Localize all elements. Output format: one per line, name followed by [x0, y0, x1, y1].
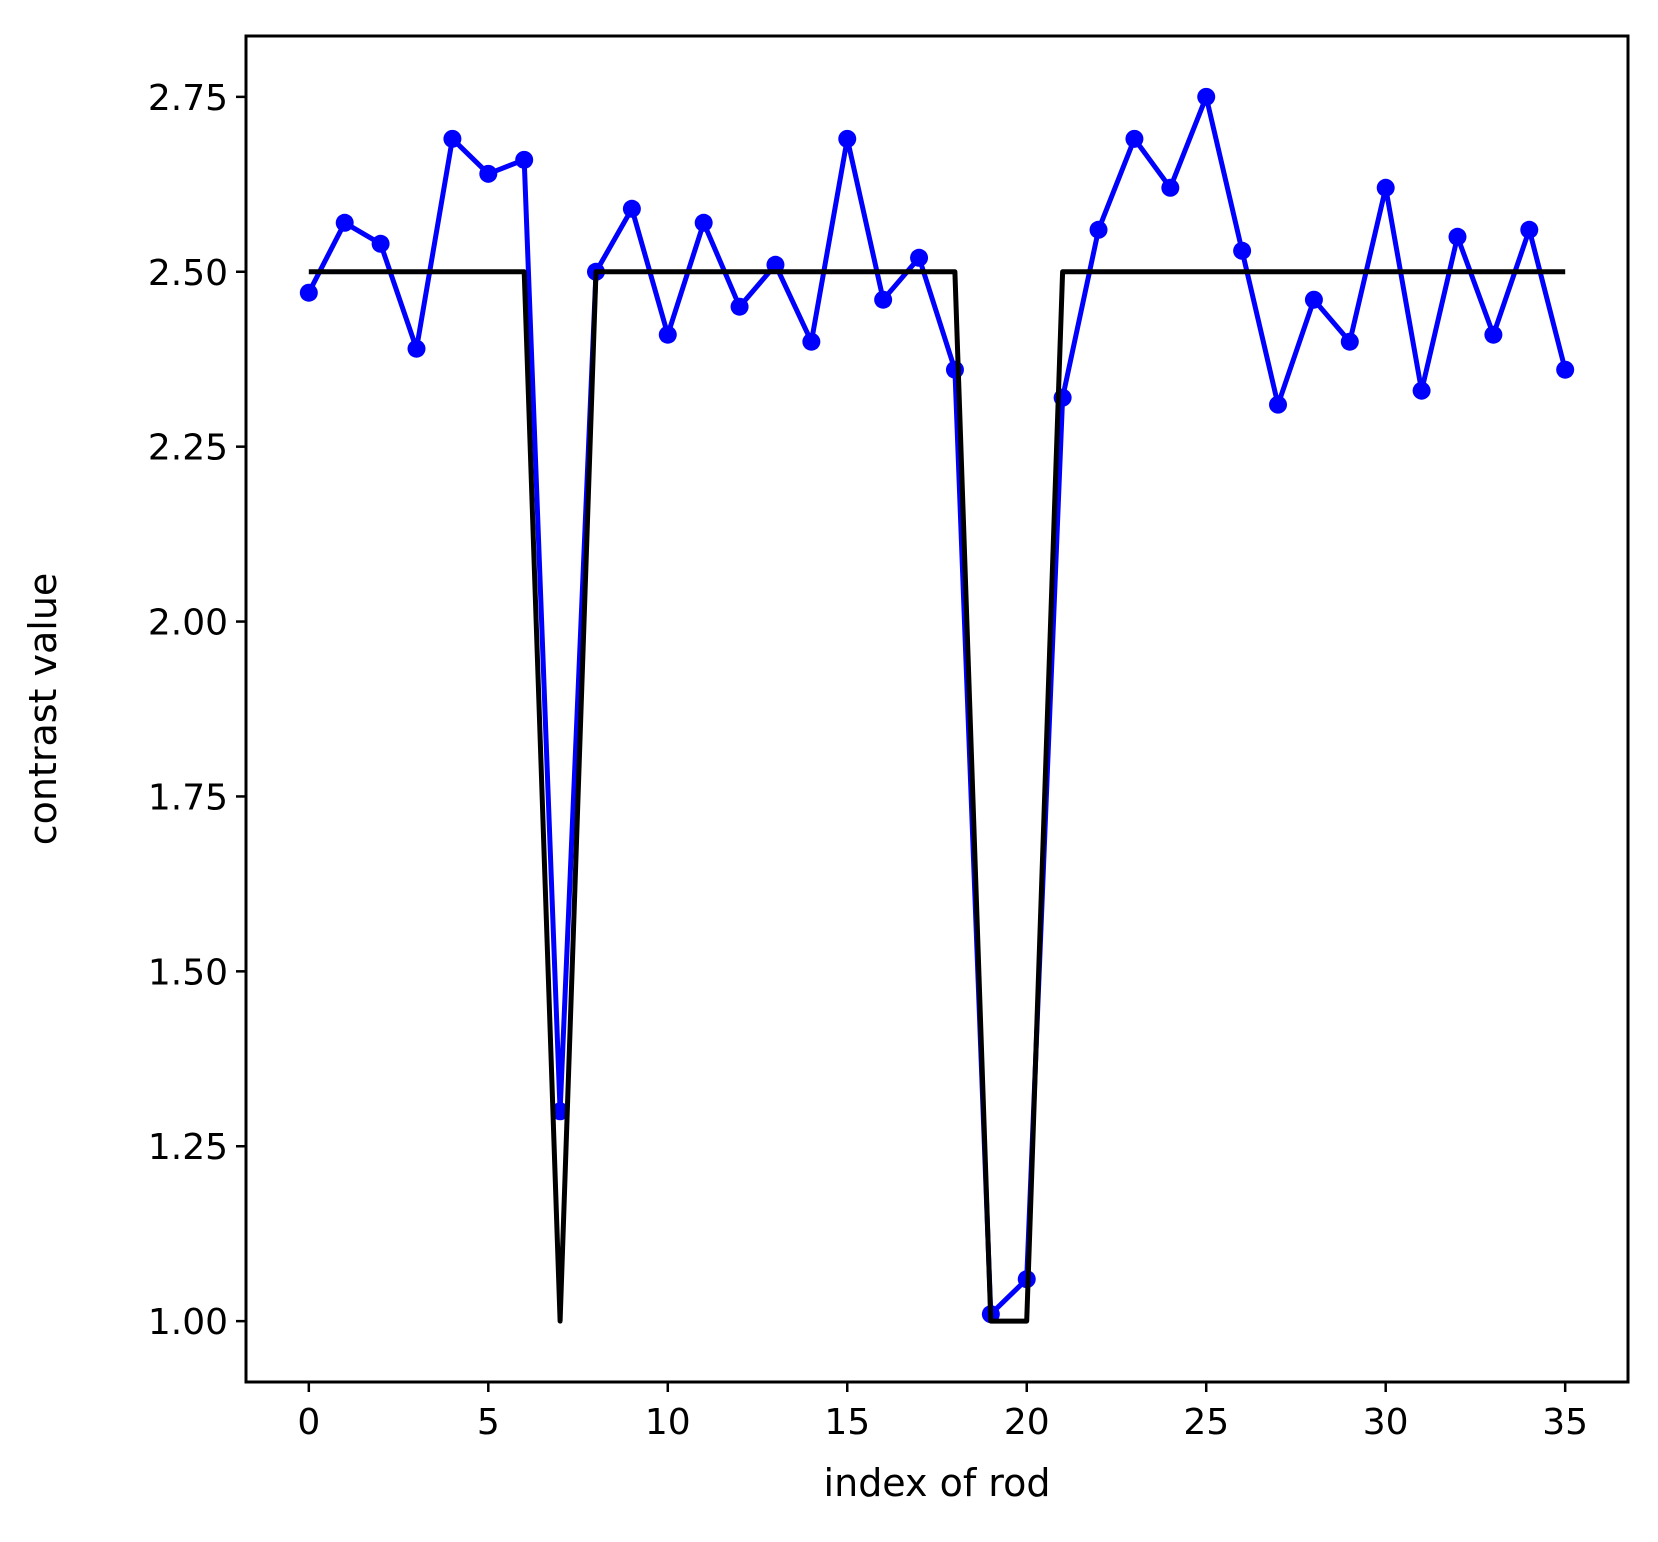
axes-frame	[244, 34, 1630, 1384]
x-tick-label: 5	[477, 1402, 500, 1443]
series-1-point	[910, 248, 929, 267]
y-tick-label: 2.50	[148, 253, 228, 294]
series-1-point	[658, 325, 677, 344]
y-tick-label: 1.00	[148, 1302, 228, 1343]
y-tick-label: 2.75	[148, 78, 228, 119]
y-axis-ticks: 1.00 1.25 1.50 1.75 2.00 2.25 2.50 2.75	[148, 78, 246, 1343]
series-1-point	[1125, 129, 1144, 148]
y-tick-label: 1.75	[148, 777, 228, 818]
series-1-point	[551, 1102, 570, 1121]
y-tick-label: 2.25	[148, 428, 228, 469]
series-1-point	[371, 234, 390, 253]
x-tick-label: 0	[297, 1402, 320, 1443]
series-1-point	[1269, 395, 1288, 414]
series-1-point	[1197, 87, 1216, 106]
x-tick-label: 15	[824, 1402, 870, 1443]
series-1-point	[443, 129, 462, 148]
series-1-point	[1161, 178, 1180, 197]
series-1-point	[335, 213, 354, 232]
series-2-line	[308, 269, 1566, 1324]
series-1-line	[306, 94, 1568, 1317]
series-1-point	[766, 255, 785, 274]
series-1-point	[838, 129, 857, 148]
series-1-point	[1556, 360, 1575, 379]
series-1-point	[622, 199, 641, 218]
x-tick-label: 10	[645, 1402, 691, 1443]
series-1-point	[945, 360, 964, 379]
series-1-point	[1412, 381, 1431, 400]
series-1-point	[1089, 220, 1108, 239]
x-axis-ticks: 0 5 10 15 20 25 30 35	[297, 1382, 1588, 1443]
series-1-point	[802, 332, 821, 351]
series-1-point	[694, 213, 713, 232]
series-1-point	[1340, 332, 1359, 351]
plot-area	[299, 87, 1575, 1324]
series-1-point	[1484, 325, 1503, 344]
series-1-point	[874, 290, 893, 309]
x-tick-label: 30	[1363, 1402, 1409, 1443]
series-1-point	[1376, 178, 1395, 197]
x-tick-label: 25	[1183, 1402, 1229, 1443]
series-1-point	[299, 283, 318, 302]
x-axis-label: index of rod	[824, 1461, 1051, 1505]
y-tick-label: 2.00	[148, 603, 228, 644]
y-tick-label: 1.50	[148, 952, 228, 993]
x-tick-label: 20	[1004, 1402, 1050, 1443]
series-1-point	[407, 339, 426, 358]
x-tick-label: 35	[1542, 1402, 1588, 1443]
y-tick-label: 1.25	[148, 1127, 228, 1168]
series-1-point	[1448, 227, 1467, 246]
series-1-point	[479, 164, 498, 183]
series-1-point	[730, 297, 749, 316]
series-1-point	[1520, 220, 1539, 239]
series-1-point	[515, 150, 534, 169]
series-1-point	[1233, 241, 1252, 260]
y-axis-label: contrast value	[21, 573, 65, 846]
series-1-point	[1304, 290, 1323, 309]
